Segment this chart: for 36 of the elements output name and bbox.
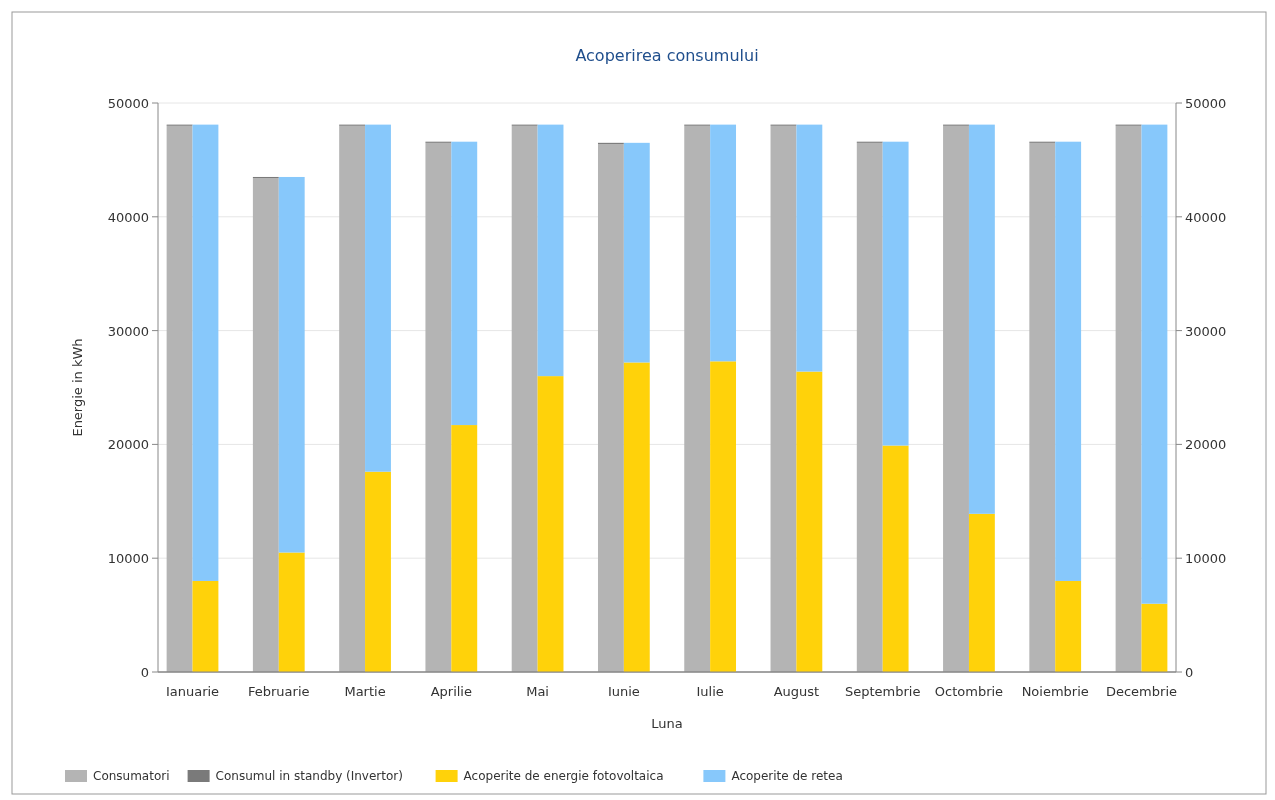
- y-tick-label: 0: [1185, 665, 1194, 680]
- bar: [278, 552, 305, 672]
- legend-label: Acoperite de energie fotovoltaica: [463, 769, 664, 783]
- y-tick-label: 30000: [107, 323, 149, 339]
- y-axis-title: Energie in kWh: [70, 338, 85, 437]
- bar: [192, 580, 219, 672]
- x-tick-label: Septembrie: [844, 684, 921, 699]
- x-tick-label: Decembrie: [1105, 684, 1178, 699]
- x-tick-label: Ianuarie: [165, 684, 220, 699]
- y-tick-label: 10000: [107, 551, 149, 567]
- x-tick-label: Iulie: [696, 684, 724, 699]
- y-tick-label: 40000: [1185, 209, 1227, 225]
- chart-title: Acoperirea consumului: [575, 46, 759, 65]
- bar: [968, 513, 995, 672]
- y-tick-label: 40000: [107, 209, 149, 225]
- x-tick-label: Iunie: [607, 684, 640, 699]
- x-tick-label: Aprilie: [430, 684, 472, 699]
- legend-label: Acoperite de retea: [731, 769, 843, 783]
- x-tick-label: Noiembrie: [1021, 684, 1089, 699]
- legend-label: Consumul in standby (Invertor): [215, 769, 403, 783]
- y-tick-label: 30000: [1185, 323, 1227, 339]
- y-tick-label: 20000: [107, 437, 149, 453]
- bar: [1141, 603, 1168, 672]
- x-tick-label: Octombrie: [934, 684, 1004, 699]
- y-tick-label: 50000: [1185, 96, 1227, 111]
- x-tick-label: August: [773, 684, 820, 699]
- x-tick-label: Martie: [344, 684, 386, 699]
- y-tick-label: 10000: [1185, 551, 1227, 567]
- y-tick-label: 50000: [107, 96, 149, 111]
- y-tick-label: 20000: [1185, 437, 1227, 453]
- x-tick-label: Februarie: [248, 684, 310, 699]
- x-tick-label: Mai: [526, 684, 549, 699]
- bar: [1055, 580, 1082, 672]
- x-axis-title: Luna: [651, 716, 683, 731]
- y-tick-label: 0: [140, 665, 149, 680]
- legend-label: Consumatori: [93, 769, 170, 783]
